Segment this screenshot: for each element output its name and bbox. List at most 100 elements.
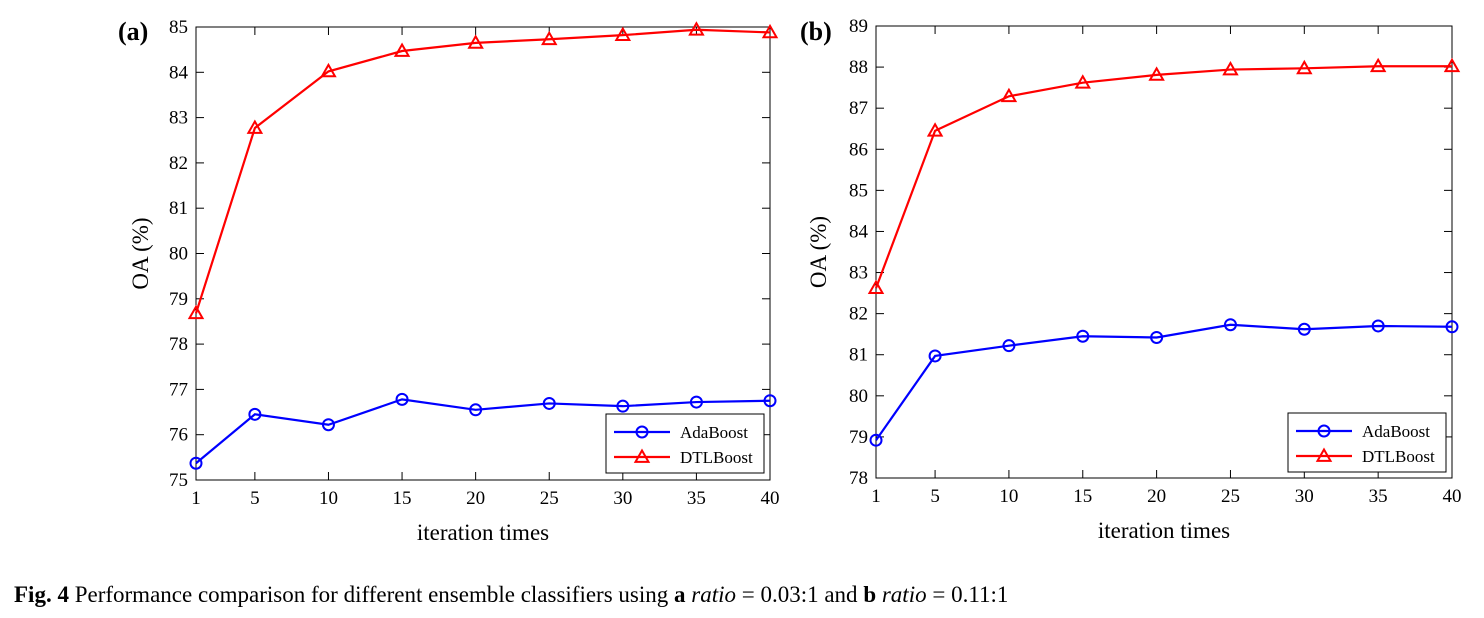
data-point-dtlboost: [320, 62, 337, 78]
data-point-dtlboost: [541, 30, 558, 46]
y-tick-label: 83: [849, 263, 868, 284]
x-tick-label: 30: [1295, 486, 1314, 507]
data-point-adaboost: [1150, 330, 1164, 344]
y-tick-label: 87: [849, 98, 868, 119]
y-tick-label: 86: [849, 139, 868, 160]
x-tick-label: 15: [393, 488, 412, 509]
data-point-adaboost: [321, 418, 335, 432]
data-point-adaboost: [1371, 319, 1385, 333]
x-tick-label: 15: [1073, 486, 1092, 507]
series-line-adaboost: [195, 398, 771, 465]
y-tick-label: 89: [849, 16, 868, 37]
data-point-adaboost: [1076, 329, 1090, 343]
y-tick-label: 80: [169, 244, 188, 265]
figure-caption: Fig. 4 Performance comparison for differ…: [14, 582, 1008, 608]
data-point-dtlboost: [393, 42, 411, 57]
y-tick-label: 84: [849, 221, 869, 242]
data-point-dtlboost: [688, 21, 705, 36]
panel-label: (b): [800, 17, 832, 46]
y-tick-label: 80: [849, 386, 868, 407]
x-tick-label: 1: [871, 486, 881, 507]
y-tick-label: 82: [169, 153, 188, 174]
data-point-dtlboost: [761, 23, 779, 39]
y-tick-label: 83: [169, 108, 188, 129]
legend-label-adaboost: AdaBoost: [1362, 422, 1430, 441]
data-point-dtlboost: [1148, 66, 1165, 81]
y-axis-label: OA (%): [128, 217, 153, 289]
caption-fig-label: Fig. 4: [14, 582, 69, 607]
data-point-adaboost: [189, 456, 203, 470]
y-axis-label: OA (%): [806, 216, 831, 288]
x-tick-label: 5: [250, 488, 260, 509]
data-point-adaboost: [395, 392, 409, 406]
legend-box: [605, 413, 765, 474]
data-point-adaboost: [869, 433, 883, 447]
x-tick-label: 10: [319, 488, 338, 509]
data-point-dtlboost: [1296, 59, 1313, 75]
chart-panel-a: 1 5 10 15 20 25 30 35 407576777879808182838485it…: [118, 17, 780, 545]
x-tick-label: 35: [687, 488, 706, 509]
data-point-adaboost: [248, 407, 262, 421]
y-tick-label: 77: [169, 379, 188, 400]
caption-eq-b: = 0.11:1: [926, 582, 1009, 607]
series-line-dtlboost: [194, 28, 771, 314]
data-point-adaboost: [1223, 318, 1237, 332]
y-tick-label: 82: [849, 304, 868, 325]
x-tick-label: 40: [761, 488, 780, 509]
y-tick-label: 81: [849, 345, 868, 366]
caption-eq-a: = 0.03:1 and: [735, 582, 864, 607]
y-tick-label: 88: [849, 57, 868, 78]
caption-text: Performance comparison for different ens…: [68, 582, 674, 607]
y-tick-label: 78: [849, 468, 868, 489]
caption-a-label: a: [674, 582, 686, 607]
y-tick-label: 81: [169, 198, 188, 219]
plot-area-frame: [195, 26, 771, 481]
data-point-dtlboost: [187, 304, 205, 320]
x-axis-label: iteration times: [417, 520, 549, 545]
y-tick-label: 79: [849, 427, 868, 448]
y-tick-label: 84: [169, 62, 189, 83]
x-tick-label: 35: [1369, 486, 1388, 507]
data-point-dtlboost: [1443, 57, 1461, 73]
data-point-dtlboost: [1000, 87, 1018, 103]
legend: AdaBoost DTLBoost: [605, 413, 765, 474]
y-tick-label: 79: [169, 289, 188, 310]
y-tick-label: 75: [169, 470, 188, 491]
x-axis-label: iteration times: [1098, 518, 1230, 543]
data-point-dtlboost: [926, 122, 944, 137]
panel-label: (a): [118, 17, 148, 46]
data-point-adaboost: [763, 394, 777, 408]
legend-label-adaboost: AdaBoost: [680, 423, 748, 442]
legend-label-dtlboost: DTLBoost: [680, 448, 753, 467]
x-tick-label: 10: [999, 486, 1018, 507]
x-tick-label: 25: [540, 488, 559, 509]
y-tick-label: 78: [169, 334, 188, 355]
data-point-adaboost: [1297, 322, 1311, 336]
data-point-adaboost: [928, 349, 942, 363]
y-tick-label: 85: [169, 17, 188, 38]
data-point-adaboost: [689, 395, 703, 409]
x-tick-label: 40: [1443, 486, 1462, 507]
data-point-dtlboost: [467, 34, 484, 49]
y-tick-label: 85: [849, 180, 868, 201]
legend-marker-dtlboost: [1315, 447, 1333, 462]
x-tick-label: 30: [613, 488, 632, 509]
legend-marker-adaboost: [1317, 424, 1331, 438]
data-point-dtlboost: [1222, 61, 1239, 76]
data-point-adaboost: [469, 403, 483, 417]
data-point-dtlboost: [1074, 74, 1091, 89]
data-point-dtlboost: [614, 26, 632, 42]
x-tick-label: 1: [191, 488, 201, 509]
data-point-dtlboost: [867, 279, 885, 295]
legend-label-dtlboost: DTLBoost: [1362, 447, 1435, 466]
data-point-adaboost: [1445, 320, 1459, 334]
x-tick-label: 20: [466, 488, 485, 509]
data-point-adaboost: [1002, 339, 1016, 353]
data-point-dtlboost: [1369, 57, 1387, 73]
caption-b-label: b: [863, 582, 877, 607]
legend-box: [1287, 412, 1447, 473]
legend: AdaBoost DTLBoost: [1287, 412, 1447, 473]
series-line-dtlboost: [874, 65, 1452, 289]
x-tick-label: 25: [1221, 486, 1240, 507]
